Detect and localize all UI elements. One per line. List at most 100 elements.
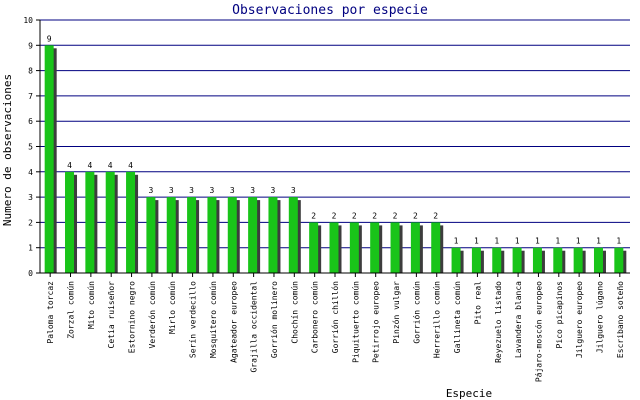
- bar: [288, 197, 298, 273]
- x-tick-label: Mosquitero común: [209, 281, 218, 358]
- bar: [553, 247, 563, 273]
- y-tick-label: 7: [28, 92, 33, 101]
- x-tick-label: Pinzón vulgar: [391, 281, 401, 344]
- y-tick-label: 4: [28, 168, 33, 177]
- bar-value-label: 4: [67, 161, 72, 170]
- axes: [39, 20, 630, 274]
- bar: [309, 222, 319, 273]
- gridlines: [40, 19, 630, 249]
- x-tick-label: Petirrojo europeo: [372, 281, 381, 363]
- bar: [431, 222, 441, 273]
- x-tick-label: Serín verdecillo: [189, 281, 198, 358]
- bar: [492, 247, 502, 273]
- y-tick-label: 2: [28, 218, 33, 227]
- x-tick-label: Paloma torcaz: [46, 281, 55, 344]
- bar: [593, 247, 603, 273]
- bar-value-label: 9: [47, 34, 52, 43]
- bar-value-label: 3: [148, 186, 153, 195]
- chart-title: Observaciones por especie: [232, 3, 428, 18]
- bar-value-label: 1: [454, 237, 459, 246]
- x-tick-label: Pájaro-moscón europeo: [533, 281, 543, 382]
- y-axis-ticks: 0 1 2 3 4 5 6 7 8 9 10: [23, 16, 40, 278]
- y-tick-label: 8: [28, 67, 33, 76]
- x-tick-label: Gorrión molinero: [269, 281, 279, 358]
- bar: [146, 197, 156, 273]
- bar-value-label: 1: [596, 237, 601, 246]
- bar-value-label: 2: [352, 211, 357, 220]
- bar-value-label: 2: [393, 211, 398, 220]
- bar: [166, 197, 176, 273]
- bar-value-label: 2: [413, 211, 418, 220]
- bar-value-label: 4: [128, 161, 133, 170]
- y-tick-label: 9: [28, 41, 33, 50]
- bar: [268, 197, 278, 273]
- bar-value-label: 2: [372, 211, 377, 220]
- bar-value-label: 1: [576, 237, 581, 246]
- y-tick-label: 0: [28, 269, 33, 278]
- x-tick-label: Escribano soteño: [616, 281, 625, 358]
- bar-value-label: 2: [332, 211, 337, 220]
- x-tick-label: Estornino negro: [128, 281, 137, 353]
- bar: [105, 171, 115, 273]
- y-tick-label: 10: [23, 16, 33, 25]
- y-tick-label: 6: [28, 117, 33, 126]
- bar-value-label: 2: [433, 211, 438, 220]
- bar-value-label: 3: [230, 186, 235, 195]
- x-axis-ticks: Paloma torcaz Zorzal común Mito común Cetia…: [46, 273, 625, 382]
- x-tick-label: Jilguero lúgano: [595, 281, 604, 353]
- bar: [349, 222, 359, 273]
- x-tick-label: Piquituerto común: [351, 281, 360, 363]
- bar: [248, 197, 258, 273]
- bar-value-label: 3: [210, 186, 215, 195]
- x-tick-label: Mito común: [87, 281, 96, 329]
- bar: [532, 247, 542, 273]
- bar: [85, 171, 95, 273]
- bar: [65, 171, 75, 273]
- bar: [207, 197, 217, 273]
- bar-value-label: 4: [108, 161, 113, 170]
- bar-value-label: 3: [189, 186, 194, 195]
- bar-value-label: 3: [250, 186, 255, 195]
- x-tick-label: Lavandera blanca: [514, 281, 523, 358]
- x-tick-label: Jilguero europeo: [575, 281, 584, 358]
- x-tick-label: Gorrión común: [411, 281, 421, 344]
- bar-value-label: 1: [515, 237, 520, 246]
- x-tick-label: Grajilla occidental: [250, 281, 259, 373]
- bar: [390, 222, 400, 273]
- bar: [44, 45, 54, 273]
- x-tick-label: Gorrión chillón: [330, 281, 340, 353]
- value-labels: 9 4 4 4 4 3 3 3 3 3 3 3 3 2 2 2 2 2 2 2 1 1 1 1 1 1 1 1 1: [47, 34, 622, 245]
- bar-value-label: 1: [535, 237, 540, 246]
- x-tick-label: Reyezuelo listado: [494, 281, 503, 363]
- y-tick-label: 5: [28, 143, 33, 152]
- bar-value-label: 2: [311, 211, 316, 220]
- bar: [471, 247, 481, 273]
- x-tick-label: Zorzal común: [67, 281, 76, 339]
- x-tick-label: Pito real: [473, 281, 482, 325]
- bar: [451, 247, 461, 273]
- x-tick-label: Herrerillo común: [433, 281, 442, 358]
- bar: [126, 171, 136, 273]
- x-tick-label: Carbonero común: [311, 281, 320, 353]
- y-tick-label: 1: [28, 244, 33, 253]
- bar-value-label: 1: [616, 237, 621, 246]
- x-axis-label: Especie: [446, 387, 492, 400]
- bar-value-label: 1: [494, 237, 499, 246]
- bars: [44, 45, 627, 273]
- bar: [410, 222, 420, 273]
- bar-value-label: 3: [271, 186, 276, 195]
- y-tick-label: 3: [28, 193, 33, 202]
- bar-value-label: 4: [87, 161, 92, 170]
- y-axis-label: Numero de observaciones: [1, 74, 14, 226]
- bar-value-label: 1: [474, 237, 479, 246]
- bar: [329, 222, 339, 273]
- x-tick-label: Cetia ruiseñor: [107, 281, 116, 349]
- x-tick-label: Mirlo común: [168, 281, 177, 334]
- x-tick-label: Verderón común: [147, 281, 157, 349]
- x-tick-label: Gallineta común: [453, 281, 462, 353]
- bar-value-label: 1: [555, 237, 560, 246]
- bar: [573, 247, 583, 273]
- bar: [187, 197, 197, 273]
- bar: [370, 222, 380, 273]
